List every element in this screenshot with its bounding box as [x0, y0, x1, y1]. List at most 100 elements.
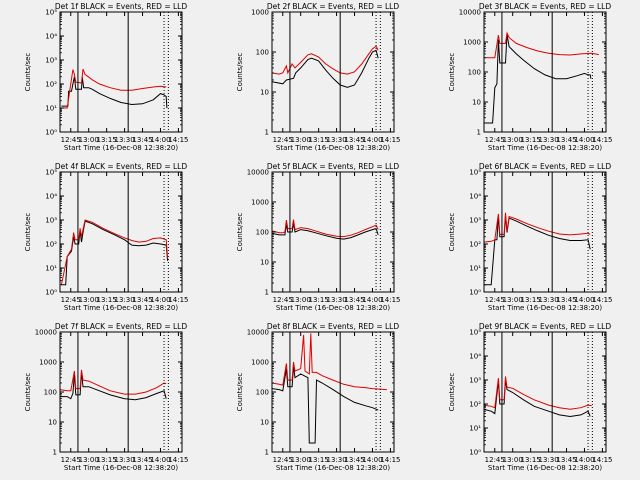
plot-title: Det 6f BLACK = Events, RED = LLD [479, 162, 612, 171]
x-tick-label: 14:00 [574, 456, 594, 464]
x-axis-label: Start Time (16-Dec-08 12:38:20) [488, 144, 602, 152]
y-tick-label: 1000 [463, 39, 481, 47]
x-tick-label: 13:15 [309, 136, 329, 144]
plot-frame [483, 171, 607, 293]
x-tick-label: 13:30 [538, 296, 558, 304]
x-axis-label: Start Time (16-Dec-08 12:38:20) [276, 304, 390, 312]
x-tick-label: 12:45 [61, 136, 81, 144]
plot-title: Det 9f BLACK = Events, RED = LLD [479, 322, 612, 331]
x-tick-label: 13:30 [326, 456, 346, 464]
y-tick-label: 10³ [45, 57, 57, 65]
y-tick-label: 100 [468, 69, 481, 77]
lld-series-line [484, 212, 591, 243]
y-axis-label: Counts/sec [236, 213, 244, 252]
detector-plot-4: Det 4f BLACK = Events, RED = LLD12:4513:… [24, 162, 189, 312]
x-tick-label: 13:00 [503, 456, 523, 464]
x-tick-label: 12:45 [485, 296, 505, 304]
lld-series-line [60, 219, 169, 285]
y-axis-label: Counts/sec [448, 53, 456, 92]
y-tick-label: 1 [265, 449, 269, 457]
x-tick-label: 13:00 [291, 296, 311, 304]
y-tick-label: 10000 [459, 9, 481, 17]
x-axis-label: Start Time (16-Dec-08 12:38:20) [276, 144, 390, 152]
y-tick-label: 10000 [247, 329, 269, 337]
events-series-line [484, 215, 591, 286]
x-tick-label: 12:45 [61, 456, 81, 464]
lld-series-line [272, 45, 379, 75]
x-tick-label: 14:15 [380, 296, 400, 304]
events-series-line [61, 76, 168, 109]
x-axis-label: Start Time (16-Dec-08 12:38:20) [488, 464, 602, 472]
x-tick-label: 13:30 [114, 296, 134, 304]
y-tick-label: 10² [45, 241, 57, 249]
y-tick-label: 10⁵ [45, 9, 57, 17]
y-tick-label: 100 [256, 389, 269, 397]
x-tick-label: 13:45 [132, 296, 152, 304]
y-tick-label: 10⁵ [469, 329, 481, 337]
y-axis-label: Counts/sec [24, 213, 32, 252]
x-tick-label: 13:00 [503, 136, 523, 144]
x-tick-label: 13:45 [556, 136, 576, 144]
lld-series-line [60, 369, 167, 395]
y-tick-label: 10⁴ [45, 33, 57, 41]
x-tick-label: 12:45 [273, 136, 293, 144]
x-tick-label: 13:00 [291, 136, 311, 144]
x-tick-label: 12:45 [485, 456, 505, 464]
x-tick-label: 13:30 [326, 136, 346, 144]
detector-plot-6: Det 6f BLACK = Events, RED = LLD 12:45 13:… [448, 162, 613, 312]
x-tick-label: 13:15 [309, 456, 329, 464]
events-series-line [61, 220, 169, 286]
plot-title: Det 3f BLACK = Events, RED = LLD [479, 2, 612, 11]
x-tick-label: 14:00 [574, 136, 594, 144]
x-tick-label: 13:30 [538, 136, 558, 144]
x-tick-label: 14:15 [592, 456, 612, 464]
x-tick-label: 13:15 [521, 136, 541, 144]
plot-frame [271, 11, 395, 133]
y-axis-label: Counts/sec [448, 373, 456, 412]
y-tick-label: 10⁵ [469, 169, 481, 177]
x-axis-label: Start Time (16-Dec-08 12:38:20) [64, 464, 178, 472]
lld-series-line [272, 219, 379, 238]
y-tick-label: 1000 [39, 359, 57, 367]
plot-frame [59, 11, 183, 133]
x-tick-label: 13:30 [538, 456, 558, 464]
x-axis-label: Start Time (16-Dec-08 12:38:20) [488, 304, 602, 312]
y-tick-label: 10² [469, 401, 481, 409]
events-series-line [484, 34, 592, 124]
lld-series-line [61, 68, 167, 109]
x-tick-label: 12:45 [273, 456, 293, 464]
detector-plot-8: Det 8f BLACK = Events, RED = LLD12:4513:… [236, 322, 401, 472]
y-tick-label: 10¹ [45, 265, 57, 273]
x-tick-label: 13:00 [291, 456, 311, 464]
y-tick-label: 10 [260, 419, 269, 427]
y-tick-label: 1 [265, 129, 269, 137]
x-tick-label: 13:00 [79, 296, 99, 304]
x-tick-label: 12:45 [485, 136, 505, 144]
y-tick-label: 10 [260, 89, 269, 97]
y-tick-label: 10⁴ [469, 353, 481, 361]
plot-title: Det 7f BLACK = Events, RED = LLD [55, 322, 188, 331]
x-tick-label: 13:45 [132, 136, 152, 144]
x-tick-label: 14:00 [150, 296, 170, 304]
detector-plot-9: Det 9f BLACK = Events, RED = LLD12:4513:… [448, 322, 613, 472]
y-axis-label: Counts/sec [236, 53, 244, 92]
y-tick-label: 10000 [35, 329, 57, 337]
y-tick-label: 1000 [251, 199, 269, 207]
detector-plot-7: Det 7f BLACK = Events, RED = LLD12:4513:… [24, 322, 189, 472]
y-tick-label: 10¹ [469, 425, 481, 433]
plot-title: Det 2f BLACK = Events, RED = LLD [267, 2, 400, 11]
y-tick-label: 10000 [247, 169, 269, 177]
x-tick-label: 14:00 [574, 296, 594, 304]
events-series-line [60, 372, 167, 401]
x-tick-label: 13:45 [556, 456, 576, 464]
y-axis-label: Counts/sec [236, 373, 244, 412]
plot-frame [59, 171, 183, 293]
y-tick-label: 10⁰ [45, 129, 57, 137]
x-tick-label: 13:45 [344, 296, 364, 304]
x-tick-label: 14:00 [362, 456, 382, 464]
plot-title: Det 1f BLACK = Events, RED = LLD [55, 2, 188, 11]
plot-title: Det 5f BLACK = Events, RED = LLD [267, 162, 400, 171]
y-tick-label: 10⁵ [45, 169, 57, 177]
y-tick-label: 100 [256, 229, 269, 237]
y-tick-label: 10³ [469, 377, 481, 385]
